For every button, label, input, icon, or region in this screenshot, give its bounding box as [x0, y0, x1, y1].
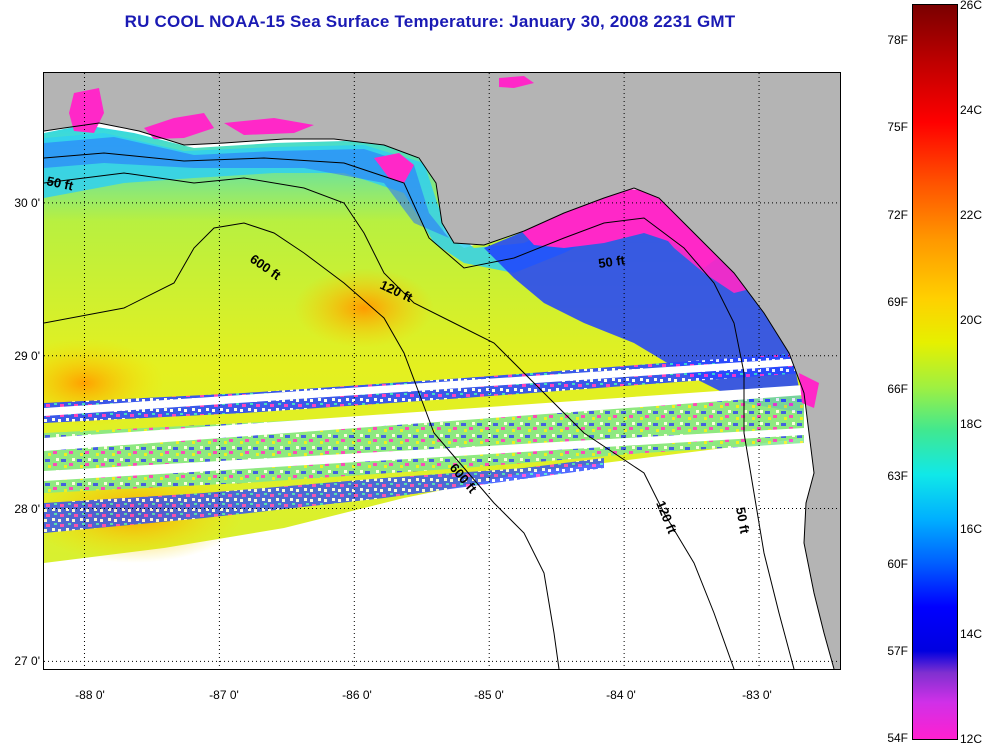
- contour-label: 50 ft: [597, 252, 626, 271]
- colorbar-c-label: 24C: [960, 102, 983, 117]
- mobile-bay: [69, 88, 104, 133]
- warm-patch-shelf: [294, 268, 434, 348]
- colorbar-f-label: 66F: [887, 382, 908, 396]
- colorbar-f-label: 60F: [887, 556, 908, 571]
- lon-label-83: -83 0': [742, 688, 772, 702]
- colorbar-c-label: 20C: [960, 312, 983, 327]
- lon-label-84: -84 0': [606, 688, 636, 702]
- lon-label-86: -86 0': [342, 688, 372, 702]
- contour-120ft: [44, 172, 735, 669]
- pensacola-bay: [144, 113, 214, 139]
- lat-label-29: 29 0': [14, 349, 40, 363]
- colorbar-f-label: 72F: [887, 207, 908, 222]
- st-andrew-bay: [374, 153, 414, 183]
- land-mass: [44, 73, 840, 669]
- colorbar-c-label: 26C: [960, 0, 983, 12]
- no-data-stripe-1: [44, 358, 804, 416]
- colorbar-c-label: 22C: [960, 207, 983, 222]
- contour-label: 50 ft: [733, 506, 753, 536]
- colorbar-c-label: 12C: [960, 732, 983, 746]
- coastline: [44, 122, 835, 669]
- lon-label-88: -88 0': [75, 688, 105, 702]
- colorbar-c-label: 16C: [960, 522, 983, 537]
- cloud-swath-band-3: [44, 458, 604, 533]
- choctawhatchee-bay: [224, 118, 314, 135]
- no-data-stripe-3: [44, 428, 804, 481]
- colorbar-f-label: 69F: [887, 294, 908, 309]
- lon-label-85: -85 0': [474, 688, 504, 702]
- contour-50ft: [44, 152, 795, 669]
- big-bend-cold: [484, 195, 804, 413]
- lat-label-30: 30 0': [14, 196, 40, 210]
- contour-600ft: [44, 222, 560, 669]
- colorbar-f-label: 78F: [887, 33, 908, 47]
- colorbar-c-label: 14C: [960, 627, 983, 642]
- graticule: [44, 73, 840, 669]
- map-title: RU COOL NOAA-15 Sea Surface Temperature:…: [124, 12, 736, 31]
- lat-label-27: 27 0': [14, 654, 40, 668]
- no-data-stripe-2: [44, 385, 804, 451]
- tampa-bay-edge: [799, 373, 819, 408]
- lon-label-87: -87 0': [209, 688, 239, 702]
- colorbar-f-label: 63F: [887, 469, 908, 484]
- colorbar-c-label: 18C: [960, 417, 983, 432]
- colorbar-f-label: 57F: [887, 643, 908, 658]
- sst-map: 50 ft 600 ft 120 ft 50 ft 600 ft 120 ft …: [43, 72, 841, 670]
- colorbar-f-label: 75F: [887, 120, 908, 135]
- contour-label: 50 ft: [45, 173, 75, 193]
- colorbar-f-label: 54F: [887, 731, 908, 745]
- big-bend-coldest-2: [644, 213, 754, 293]
- cold-nearshore: [44, 137, 449, 238]
- sst-map-svg: 50 ft 600 ft 120 ft 50 ft 600 ft 120 ft …: [44, 73, 840, 669]
- temperature-colorbar: [912, 4, 958, 740]
- lat-label-28: 28 0': [14, 502, 40, 516]
- inland-lake: [499, 76, 534, 88]
